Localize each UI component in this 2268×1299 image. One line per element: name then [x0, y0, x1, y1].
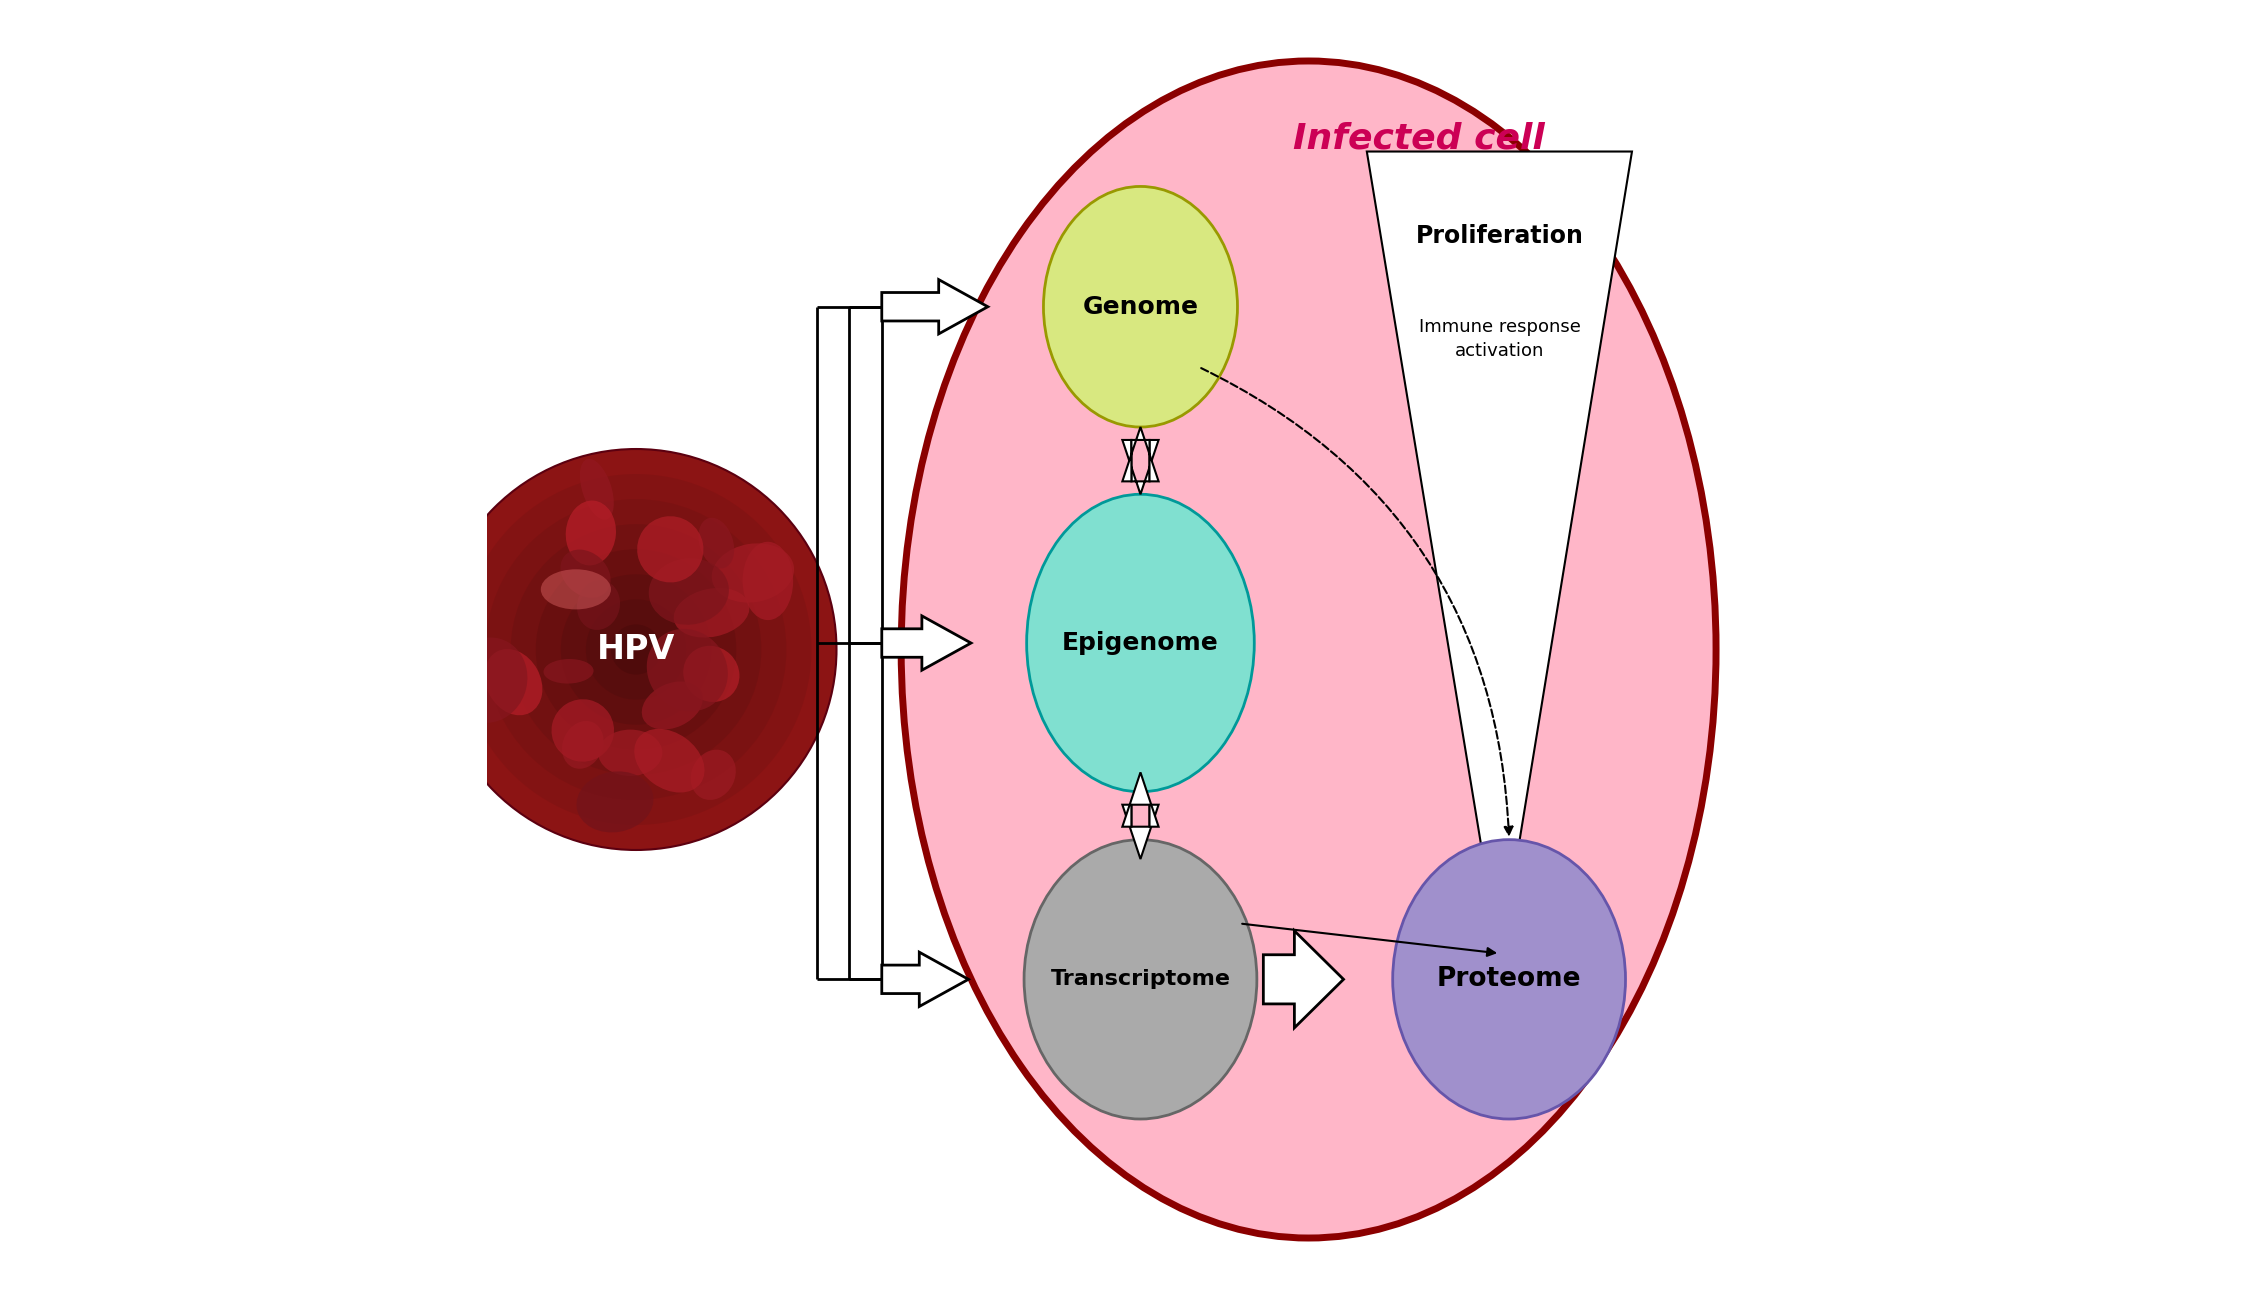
Ellipse shape [1025, 839, 1256, 1118]
Circle shape [585, 599, 687, 700]
Ellipse shape [712, 543, 794, 603]
FancyArrow shape [1263, 931, 1343, 1028]
Ellipse shape [642, 682, 703, 730]
Text: Proteome: Proteome [1438, 966, 1581, 992]
Ellipse shape [699, 518, 735, 569]
Text: Infected cell: Infected cell [1293, 122, 1545, 156]
Ellipse shape [449, 638, 528, 724]
Ellipse shape [674, 588, 748, 638]
Ellipse shape [576, 581, 619, 630]
Ellipse shape [562, 721, 603, 769]
Text: Genome: Genome [1082, 295, 1198, 318]
FancyArrow shape [1123, 804, 1159, 859]
Text: Transcriptome: Transcriptome [1050, 969, 1232, 990]
FancyArrow shape [1123, 427, 1159, 482]
Ellipse shape [742, 542, 794, 620]
Text: HPV: HPV [596, 633, 676, 666]
Ellipse shape [900, 61, 1717, 1238]
FancyArrow shape [882, 616, 971, 670]
Circle shape [610, 625, 660, 674]
Ellipse shape [635, 729, 705, 792]
Ellipse shape [1393, 839, 1626, 1118]
Ellipse shape [576, 772, 653, 833]
Ellipse shape [599, 730, 662, 776]
Text: Immune response
activation: Immune response activation [1420, 318, 1581, 360]
Ellipse shape [485, 650, 542, 716]
Ellipse shape [1027, 495, 1254, 792]
Ellipse shape [637, 516, 703, 582]
FancyArrow shape [882, 279, 989, 334]
Ellipse shape [646, 629, 728, 712]
FancyArrow shape [1123, 773, 1159, 826]
Ellipse shape [683, 646, 739, 701]
Ellipse shape [540, 569, 610, 609]
Polygon shape [1368, 152, 1633, 960]
FancyArrow shape [882, 952, 968, 1007]
Ellipse shape [1043, 187, 1238, 427]
Ellipse shape [551, 699, 615, 761]
FancyArrowPatch shape [1202, 368, 1513, 834]
FancyArrow shape [1123, 440, 1159, 495]
Ellipse shape [544, 659, 594, 683]
Circle shape [510, 525, 762, 774]
Ellipse shape [649, 559, 728, 625]
Circle shape [560, 574, 712, 725]
Ellipse shape [581, 459, 615, 520]
Circle shape [460, 474, 812, 825]
Ellipse shape [565, 500, 617, 565]
Circle shape [435, 449, 837, 850]
Text: Epigenome: Epigenome [1061, 631, 1218, 655]
Ellipse shape [692, 750, 735, 800]
Circle shape [535, 549, 737, 750]
Ellipse shape [560, 549, 610, 598]
Circle shape [485, 499, 787, 800]
FancyArrowPatch shape [1243, 924, 1495, 956]
Text: Proliferation: Proliferation [1415, 223, 1583, 248]
